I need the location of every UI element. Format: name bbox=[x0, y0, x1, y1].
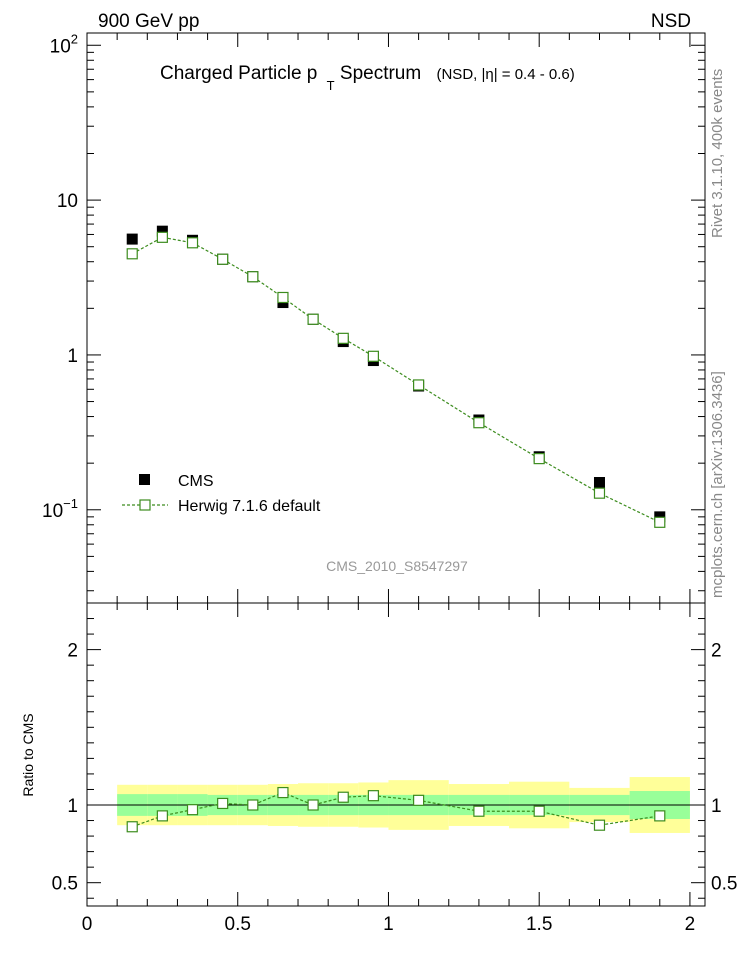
ratio-herwig-point bbox=[413, 794, 425, 806]
energy-label: 900 GeV pp bbox=[98, 11, 199, 32]
herwig-point bbox=[217, 253, 229, 265]
cms-point bbox=[156, 225, 168, 237]
title-note: (NSD, |η| = 0.4 - 0.6) bbox=[436, 66, 574, 83]
title-subscript: T bbox=[327, 78, 335, 93]
cms-point bbox=[126, 233, 138, 245]
x-tick-label: 1 bbox=[383, 914, 394, 935]
title-rest: Spectrum bbox=[340, 63, 421, 84]
ratio-y-tick-label: 1 bbox=[67, 796, 78, 817]
herwig-point bbox=[533, 453, 545, 465]
herwig-point bbox=[654, 516, 666, 528]
herwig-point bbox=[473, 417, 485, 429]
herwig-point bbox=[126, 248, 138, 260]
ratio-y-tick-label: 0.5 bbox=[52, 874, 78, 895]
main-y-tick-label: 10 bbox=[57, 191, 78, 212]
main-plot-frame bbox=[86, 32, 706, 604]
mcplots-source-label: mcplots.cern.ch [arXiv:1306.3436] bbox=[709, 371, 726, 598]
ratio-tick-labels: 0.5 0.51 12 20 0.5 1 1.5 2 bbox=[52, 641, 738, 935]
legend-herwig-marker bbox=[139, 499, 151, 511]
legend-cms-label: CMS bbox=[178, 473, 214, 490]
x-tick-label: 0 bbox=[82, 914, 93, 935]
ratio-herwig-point bbox=[473, 805, 485, 817]
herwig-point bbox=[593, 487, 606, 499]
herwig-point bbox=[277, 291, 289, 304]
rivet-version-label: Rivet 3.1.10, 400k events bbox=[709, 69, 726, 238]
herwig-point bbox=[186, 237, 199, 249]
main-y-tick-labels: 102 10 1 10−1 bbox=[42, 31, 78, 522]
herwig-point bbox=[156, 231, 168, 243]
herwig-points bbox=[126, 231, 666, 528]
ratio-y-tick-label-right: 1 bbox=[711, 796, 722, 817]
herwig-point bbox=[413, 379, 425, 391]
ratio-herwig-point bbox=[307, 799, 319, 811]
herwig-point bbox=[367, 350, 379, 362]
ratio-axis-ticks bbox=[86, 603, 705, 906]
legend: CMS Herwig 7.1.6 default bbox=[122, 473, 321, 515]
herwig-point bbox=[337, 332, 349, 344]
x-tick-label: 1.5 bbox=[526, 914, 552, 935]
main-y-tick-label: 102 bbox=[50, 31, 78, 57]
ratio-herwig-point bbox=[367, 790, 379, 802]
title-main: Charged Particle p bbox=[160, 63, 317, 84]
ratio-herwig-point bbox=[126, 821, 138, 833]
x-tick-label: 0.5 bbox=[225, 914, 251, 935]
ratio-y-tick-label-right: 0.5 bbox=[711, 874, 737, 895]
main-y-tick-label: 10−1 bbox=[42, 496, 78, 522]
cms-point bbox=[593, 477, 605, 489]
x-tick-label: 2 bbox=[685, 914, 696, 935]
chart-title: Charged Particle p T Spectrum (NSD, |η| … bbox=[160, 63, 575, 95]
ratio-herwig-point bbox=[156, 810, 168, 822]
herwig-point bbox=[307, 313, 319, 325]
ratio-herwig-point bbox=[654, 810, 666, 822]
main-axis-ticks bbox=[86, 33, 705, 603]
ratio-y-axis-title: Ratio to CMS bbox=[20, 713, 36, 796]
main-y-tick-label: 1 bbox=[67, 346, 78, 367]
ratio-herwig-point bbox=[217, 797, 229, 810]
process-label: NSD bbox=[651, 11, 691, 32]
ratio-herwig-point bbox=[337, 791, 349, 803]
analysis-watermark: CMS_2010_S8547297 bbox=[326, 558, 468, 574]
ratio-herwig-point bbox=[593, 819, 606, 831]
ratio-herwig-point bbox=[277, 786, 289, 799]
ratio-y-tick-label: 2 bbox=[67, 641, 78, 662]
legend-herwig-label: Herwig 7.1.6 default bbox=[178, 498, 321, 515]
legend-cms-marker bbox=[139, 474, 150, 485]
ratio-plot-frame bbox=[86, 602, 706, 907]
herwig-point bbox=[247, 271, 259, 283]
ratio-herwig-point bbox=[533, 805, 545, 817]
ratio-herwig-points bbox=[126, 786, 666, 833]
ratio-herwig-point bbox=[186, 804, 199, 816]
ratio-herwig-point bbox=[247, 799, 259, 811]
ratio-y-tick-label-right: 2 bbox=[711, 641, 722, 662]
